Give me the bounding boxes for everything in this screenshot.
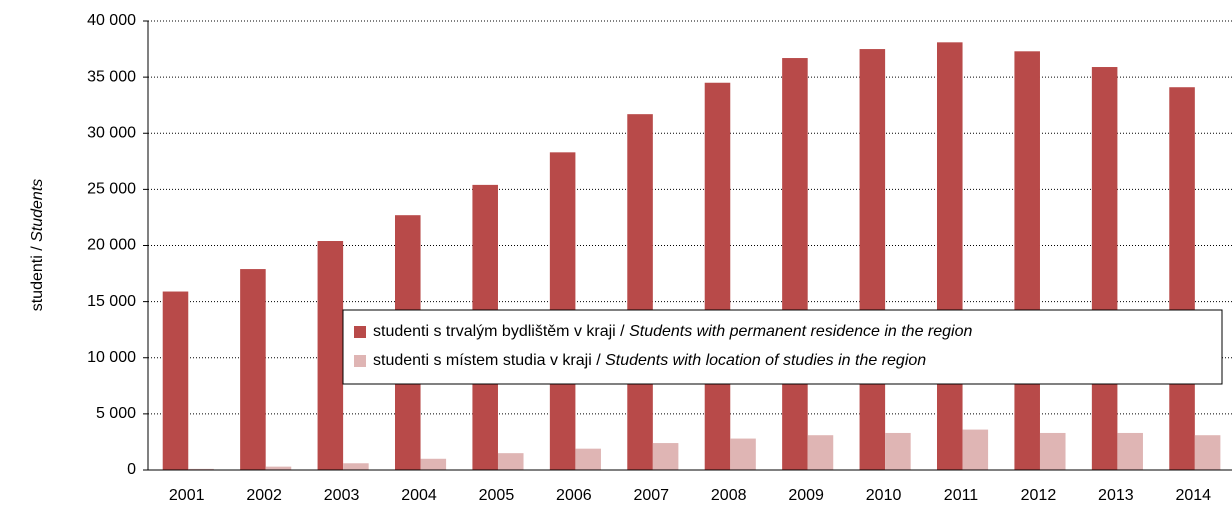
bar xyxy=(1117,432,1143,470)
x-tick-label: 2004 xyxy=(401,487,437,504)
x-tick-label: 2006 xyxy=(556,487,592,504)
bar xyxy=(936,42,963,470)
bar xyxy=(575,448,601,470)
y-tick-label: 20 000 xyxy=(87,237,136,254)
x-tick-label: 2002 xyxy=(246,487,282,504)
bar xyxy=(265,466,292,470)
bar xyxy=(1194,435,1221,470)
legend-label: studenti s místem studia v kraji / Stude… xyxy=(373,352,926,369)
legend: studenti s trvalým bydlištěm v kraji / S… xyxy=(342,309,1223,385)
y-tick-label: 35 000 xyxy=(87,68,136,85)
bar xyxy=(188,468,214,470)
x-tick-label: 2008 xyxy=(711,487,747,504)
y-tick-label: 5 000 xyxy=(96,405,136,422)
bar xyxy=(162,291,189,470)
bar xyxy=(1014,51,1040,471)
y-tick-label: 25 000 xyxy=(87,181,136,198)
y-tick-label: 40 000 xyxy=(87,12,136,29)
bar xyxy=(497,453,524,470)
bar xyxy=(962,429,989,470)
bar xyxy=(627,114,653,470)
bar xyxy=(704,82,731,471)
x-tick-label: 2012 xyxy=(1021,487,1057,504)
bar xyxy=(1169,87,1195,470)
y-tick-label: 15 000 xyxy=(87,293,136,310)
bar xyxy=(1039,432,1066,470)
y-tick-label: 0 xyxy=(127,461,136,478)
bar xyxy=(1091,67,1118,471)
legend-label: studenti s trvalým bydlištěm v kraji / S… xyxy=(373,323,973,340)
bar xyxy=(885,432,911,470)
bar xyxy=(859,49,886,470)
x-tick-label: 2014 xyxy=(1175,487,1211,504)
x-tick-label: 2001 xyxy=(169,487,205,504)
x-tick-label: 2009 xyxy=(788,487,824,504)
bar xyxy=(317,241,344,470)
bar xyxy=(730,438,756,470)
bar xyxy=(652,443,679,470)
y-tick-label: 30 000 xyxy=(87,124,136,141)
legend-swatch xyxy=(354,326,366,338)
x-tick-label: 2003 xyxy=(324,487,360,504)
y-tick-label: 10 000 xyxy=(87,349,136,366)
bar xyxy=(807,435,834,470)
legend-box xyxy=(342,309,1223,385)
legend-swatch xyxy=(354,355,366,367)
x-tick-label: 2010 xyxy=(866,487,902,504)
x-tick-label: 2011 xyxy=(944,487,979,504)
y-axis-label: studenti / Students xyxy=(29,179,46,312)
x-tick-label: 2007 xyxy=(633,487,669,504)
bar xyxy=(782,58,808,470)
x-tick-label: 2013 xyxy=(1098,487,1134,504)
x-tick-label: 2005 xyxy=(479,487,515,504)
bar xyxy=(240,269,266,470)
bar xyxy=(420,458,447,470)
bar xyxy=(343,463,369,470)
